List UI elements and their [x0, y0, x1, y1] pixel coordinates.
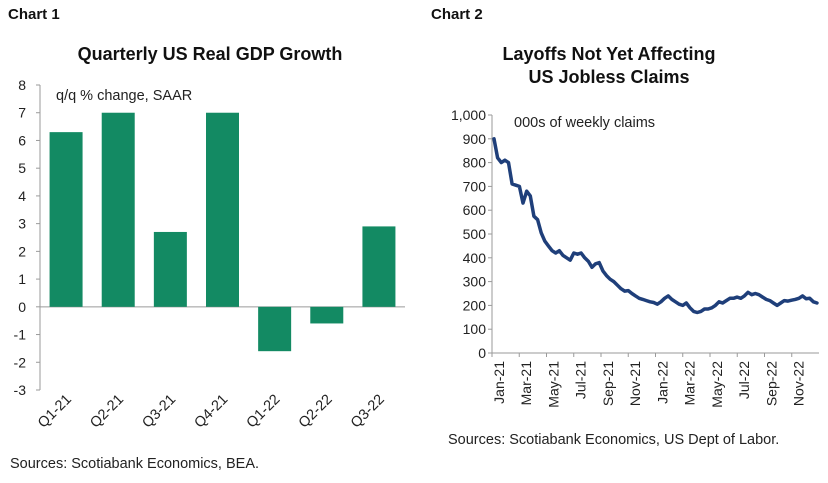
x-tick-label: Sep-22 — [763, 361, 779, 406]
bar — [362, 226, 396, 307]
chart-1-plot: 8 7 6 5 4 3 2 1 0 -1 -2 -3 q/q % change, SAAR Q1-21 Q2… — [14, 77, 405, 432]
x-tick-label: Nov-21 — [627, 361, 643, 406]
bar — [49, 132, 83, 307]
chart-1-panel: Chart 1 Quarterly US Real GDP Growth 8 7 6… — [8, 6, 405, 472]
x-tick-label: May-22 — [709, 361, 725, 408]
y-tick-label: -2 — [14, 354, 27, 370]
x-tick-label: Mar-22 — [682, 361, 698, 406]
bar — [310, 306, 344, 324]
y-tick-label: 1,000 — [451, 107, 486, 123]
x-tick-label: Jul-21 — [573, 361, 589, 399]
y-tick-label: 800 — [463, 155, 487, 171]
y-tick-label: 8 — [18, 77, 26, 93]
y-tick-label: -3 — [14, 382, 27, 398]
x-tick-label: Q3-21 — [139, 392, 179, 432]
chart-2-number: Chart 2 — [431, 6, 483, 23]
x-tick-label: Mar-21 — [518, 361, 534, 406]
y-tick-label: 2 — [18, 243, 26, 259]
x-tick-label: Q1-21 — [35, 392, 75, 432]
x-tick-label: Jul-22 — [736, 361, 752, 399]
y-tick-label: 400 — [463, 250, 487, 266]
y-axis-unit-label: q/q % change, SAAR — [56, 88, 192, 104]
y-tick-label: 5 — [18, 160, 26, 176]
y-tick-label: 500 — [463, 226, 487, 242]
bar — [206, 112, 239, 307]
x-tick-label: Q4-21 — [192, 392, 232, 432]
chart-2-source: Sources: Scotiabank Economics, US Dept o… — [448, 432, 780, 448]
x-tick-label: Jan-21 — [491, 361, 507, 404]
y-axis-unit-label: 000s of weekly claims — [514, 115, 655, 131]
y-tick-label: 7 — [18, 105, 26, 121]
chart-2-panel: Chart 2 Layoffs Not Yet Affecting US Job… — [414, 0, 828, 483]
chart-2-plot: 1,000 900 800 700 600 500 400 300 200 100 0 000s of… — [451, 107, 819, 408]
y-tick-label: 1 — [18, 271, 26, 287]
series-line — [492, 137, 819, 315]
x-tick-label: Q3-22 — [348, 392, 388, 432]
y-tick-label: 900 — [463, 131, 487, 147]
y-tick-label: 4 — [18, 188, 26, 204]
y-tick-label: 300 — [463, 274, 487, 290]
y-tick-label: 600 — [463, 202, 487, 218]
x-tick-label: Nov-22 — [791, 361, 807, 406]
y-tick-label: 700 — [463, 178, 487, 194]
y-tick-label: 0 — [478, 345, 486, 361]
x-tick-label: May-21 — [545, 361, 561, 408]
x-tick-label: Q1-22 — [244, 392, 284, 432]
bar — [258, 306, 292, 352]
bar — [153, 231, 187, 307]
y-tick-label: -1 — [14, 327, 27, 343]
y-tick-label: 6 — [18, 132, 26, 148]
chart-1-title: Quarterly US Real GDP Growth — [77, 44, 343, 64]
chart-1-source: Sources: Scotiabank Economics, BEA. — [10, 456, 260, 472]
y-tick-label: 200 — [463, 297, 487, 313]
x-tick-label: Jan-22 — [654, 361, 670, 404]
x-tick-label: Q2-22 — [296, 392, 336, 432]
y-tick-label: 100 — [463, 321, 487, 337]
bar — [101, 112, 135, 307]
chart-2-title: Layoffs Not Yet Affecting US Jobless Cla… — [502, 44, 716, 87]
x-tick-label: Sep-21 — [600, 361, 616, 406]
x-tick-label: Q2-21 — [87, 392, 127, 432]
chart-1-number: Chart 1 — [8, 6, 60, 23]
y-tick-label: 3 — [18, 216, 26, 232]
y-tick-label: 0 — [18, 299, 26, 315]
